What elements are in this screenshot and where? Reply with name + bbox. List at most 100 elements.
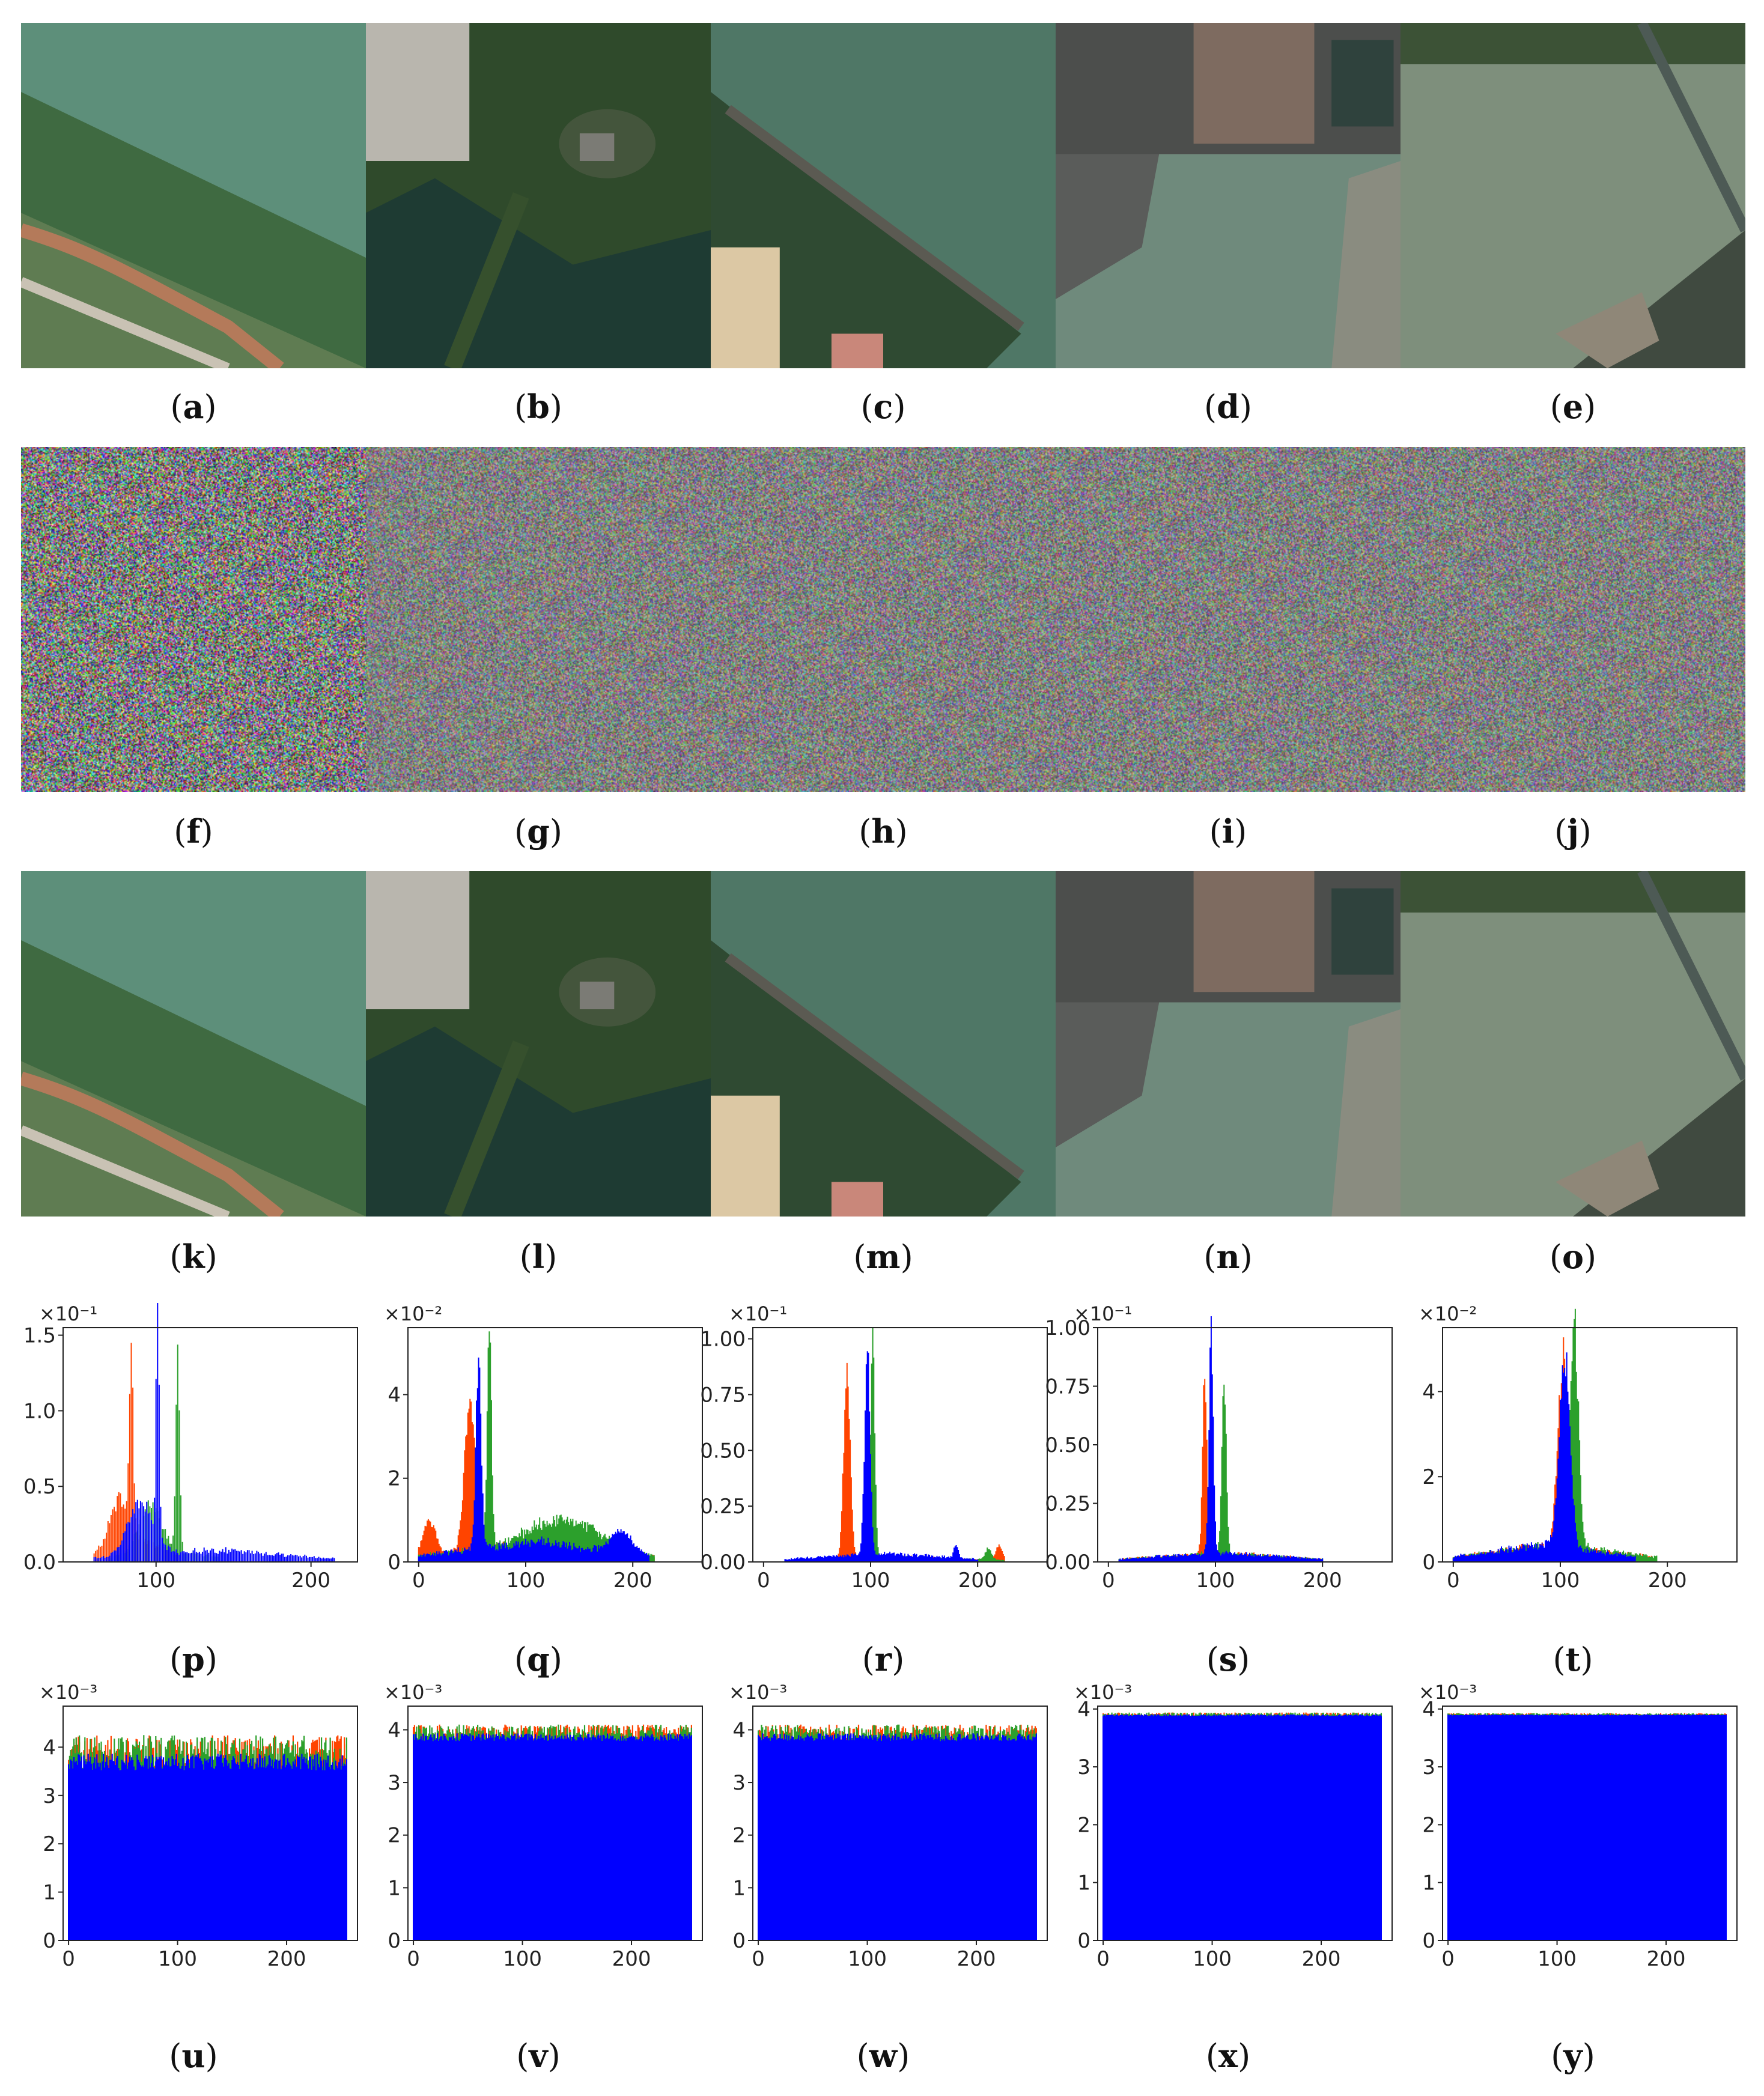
histogram-p-svg: 100 200 0.0 0.5 1.0 1.5×10⁻¹ [23, 1302, 358, 1593]
y-tick-label: 0 [388, 1929, 401, 1953]
y-tick-label: 1 [1077, 1871, 1090, 1895]
y-tick-label: 4 [388, 1383, 401, 1407]
x-tick-label: 100 [1541, 1569, 1580, 1593]
x-tick-label: 0 [752, 1947, 765, 1971]
y-tick-label: 0.50 [700, 1439, 746, 1463]
y-tick-label: 3 [1422, 1755, 1435, 1779]
axis-multiplier: ×10⁻³ [1419, 1681, 1477, 1704]
plot-frame [1442, 1327, 1738, 1563]
series-blue [1452, 1352, 1636, 1562]
x-tick-label: 100 [136, 1569, 175, 1593]
caption-s: (s) [1206, 1640, 1250, 1678]
y-tick-label: 3 [388, 1771, 401, 1795]
x-tick-label: 0 [1102, 1569, 1115, 1593]
x-tick-label: 100 [1196, 1569, 1235, 1593]
caption-b: (b) [514, 387, 562, 426]
image-b [366, 23, 711, 368]
axis-multiplier: ×10⁻¹ [729, 1302, 787, 1325]
x-tick-label: 200 [612, 1947, 651, 1971]
y-tick-label: 1.00 [700, 1328, 746, 1352]
y-tick-label: 0.75 [1045, 1375, 1090, 1399]
series-green [1118, 1384, 1324, 1562]
histogram-r: 0 100 200 0.00 0.25 0.50 0.75 1.00 ×10⁻¹ [700, 1302, 1048, 1593]
y-tick-label: 2 [1422, 1465, 1435, 1489]
x-tick-label: 200 [957, 1947, 996, 1971]
histogram-u-svg: 0 100 200 0 1 2 3 4 ×10⁻³ [39, 1681, 358, 1971]
image-m [711, 871, 1056, 1217]
x-tick-label: 0 [1096, 1947, 1110, 1971]
caption-j: (j) [1554, 812, 1592, 851]
plot-frame [407, 1706, 703, 1941]
axis-multiplier: ×10⁻³ [39, 1681, 97, 1704]
y-tick-label: 4 [732, 1718, 746, 1742]
y-tick-label: 3 [1077, 1755, 1090, 1779]
histogram-w-svg: 0 100 200 0 1 2 3 4 ×10⁻³ [729, 1681, 1048, 1971]
x-tick-label: 200 [1302, 1947, 1341, 1971]
histogram-v: 0 100 200 0 1 2 3 4 ×10⁻³ [384, 1681, 703, 1971]
y-tick-label: 3 [43, 1784, 56, 1808]
histogram-y-svg: 0 100 200 0 1 2 3 4×10⁻³ [1419, 1681, 1738, 1971]
y-tick-label: 1.00 [1045, 1316, 1090, 1340]
image-d [1056, 23, 1401, 368]
caption-o: (o) [1549, 1238, 1597, 1276]
y-tick-label: 2 [43, 1832, 56, 1856]
encrypted-images-strip [21, 447, 1745, 792]
x-tick-label: 200 [613, 1569, 652, 1593]
x-tick-label: 200 [958, 1569, 997, 1593]
x-tick-label: 100 [1193, 1947, 1232, 1971]
y-tick-label: 0.50 [1045, 1433, 1090, 1457]
x-tick-label: 200 [267, 1947, 306, 1971]
series-red [93, 1343, 180, 1562]
series-blue [1102, 1714, 1382, 1940]
caption-r: (r) [862, 1640, 905, 1678]
x-tick-label: 200 [1647, 1947, 1686, 1971]
y-tick-label: 0.5 [23, 1475, 56, 1499]
x-tick-label: 0 [1447, 1569, 1460, 1593]
plot-frame [62, 1706, 358, 1941]
histogram-u: 0 100 200 0 1 2 3 4 ×10⁻³ [39, 1681, 358, 1971]
caption-w: (w) [856, 2037, 910, 2075]
series-blue [93, 1303, 335, 1562]
caption-m: (m) [853, 1238, 913, 1276]
x-tick-label: 200 [291, 1569, 330, 1593]
x-tick-label: 200 [1303, 1569, 1342, 1593]
y-tick-label: 2 [1077, 1813, 1090, 1837]
caption-h: (h) [859, 812, 908, 851]
series-blue [418, 1357, 649, 1562]
image-n [1056, 871, 1401, 1217]
y-tick-label: 0 [1422, 1929, 1435, 1953]
caption-q: (q) [514, 1640, 562, 1678]
caption-e: (e) [1550, 387, 1596, 426]
series-blue [68, 1754, 347, 1940]
y-tick-label: 1 [388, 1876, 401, 1900]
plot-frame [1097, 1327, 1393, 1563]
series-green [784, 1327, 1005, 1562]
caption-i: (i) [1209, 812, 1247, 851]
y-tick-label: 0.25 [700, 1495, 746, 1519]
caption-t: (t) [1553, 1640, 1593, 1678]
image-o [1401, 871, 1745, 1217]
y-tick-label: 2 [388, 1467, 401, 1491]
axis-multiplier: ×10⁻³ [1074, 1681, 1132, 1704]
y-tick-label: 1 [732, 1876, 746, 1900]
y-tick-label: 0.00 [1045, 1551, 1090, 1575]
axis-multiplier: ×10⁻¹ [1074, 1302, 1132, 1325]
series-red [1452, 1337, 1652, 1562]
x-tick-label: 0 [757, 1569, 770, 1593]
axis-multiplier: ×10⁻¹ [39, 1302, 97, 1325]
histogram-t-svg: 0 100 200 0 2 4 ×10⁻² [1419, 1302, 1738, 1593]
histogram-x: 0 100 200 0 1 2 3 4 ×10⁻³ [1074, 1681, 1393, 1971]
caption-u: (u) [169, 2037, 218, 2075]
histogram-q: 0 100 200 0 2 4 ×10⁻² [384, 1302, 703, 1593]
x-tick-label: 100 [506, 1569, 546, 1593]
y-tick-label: 0.0 [23, 1551, 56, 1575]
histogram-y: 0 100 200 0 1 2 3 4 ×10⁻³ [1419, 1681, 1738, 1971]
caption-d: (d) [1204, 387, 1252, 426]
y-tick-label: 0.00 [700, 1551, 746, 1575]
image-k [21, 871, 366, 1217]
histogram-w: 0 100 200 0 1 2 3 4 ×10⁻³ [729, 1681, 1048, 1971]
y-tick-label: 4 [1422, 1380, 1435, 1404]
series-blue [413, 1733, 692, 1940]
y-tick-label: 4 [43, 1736, 56, 1760]
histogram-s: 0 100 200 0.00 0.25 0.50 0.75 1.00 ×10⁻¹ [1045, 1302, 1393, 1593]
